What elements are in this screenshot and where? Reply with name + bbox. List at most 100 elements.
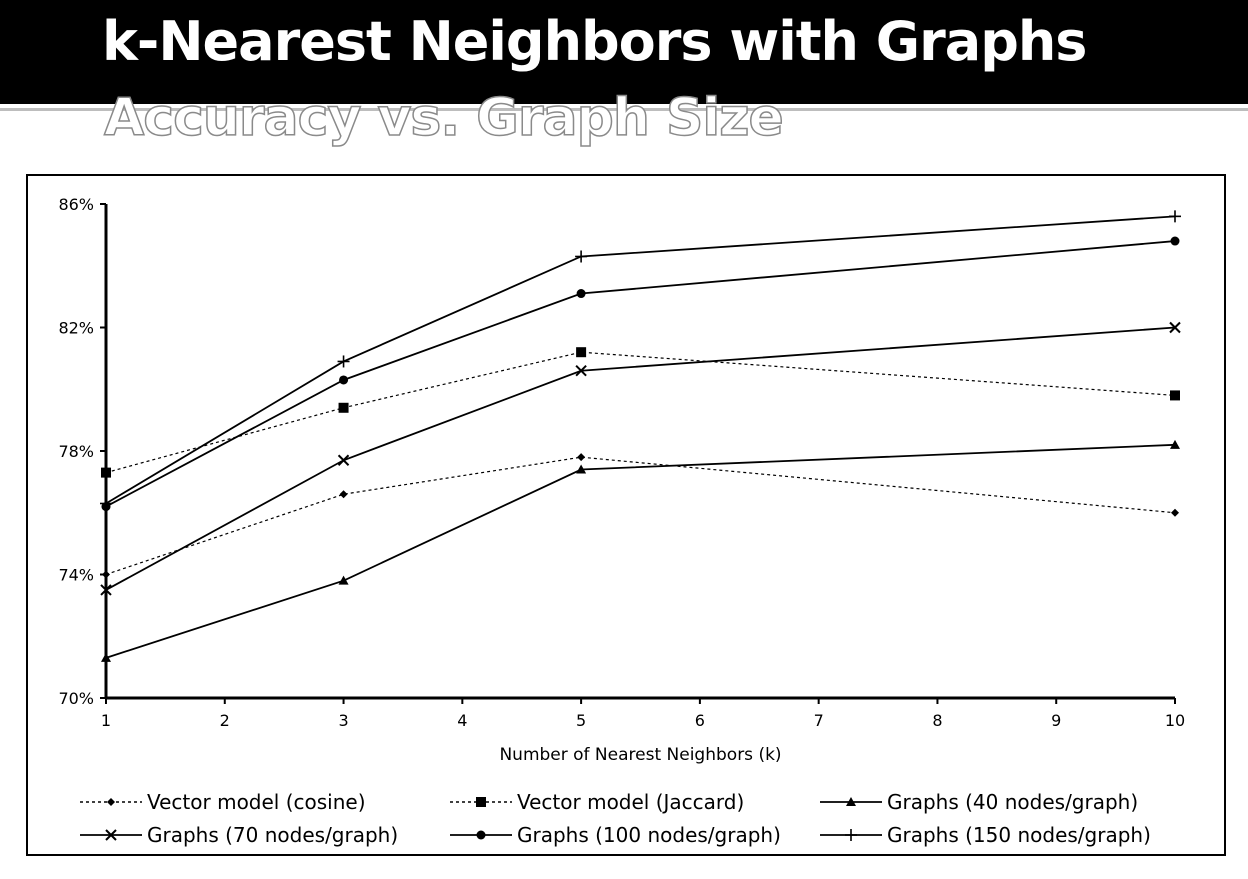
square-marker — [1170, 390, 1180, 401]
legend-item: Graphs (100 nodes/graph) — [450, 823, 781, 847]
data-point — [1169, 210, 1181, 223]
legend-item: Graphs (70 nodes/graph) — [80, 823, 398, 847]
triangle-marker — [846, 797, 856, 806]
x-tick-label: 10 — [1165, 711, 1185, 730]
legend-label: Graphs (40 nodes/graph) — [887, 790, 1138, 814]
x-tick-label: 9 — [1051, 711, 1061, 730]
diamond-marker — [577, 453, 586, 462]
legend-marker — [476, 830, 486, 840]
series-line — [105, 326, 1176, 591]
x-axis-title: Number of Nearest Neighbors (k) — [499, 745, 781, 765]
data-point — [100, 497, 112, 510]
triangle-marker — [1170, 439, 1180, 449]
x-tick-label: 7 — [814, 711, 824, 730]
circle-marker — [576, 289, 586, 299]
series-layer — [100, 210, 1181, 662]
legend-marker — [476, 797, 486, 807]
y-tick-label: 70% — [58, 689, 94, 708]
line-chart: 70% 74% 78% 82% 86% 1 2 3 4 5 6 7 8 9 10 Number of Nea… — [58, 195, 1185, 847]
x-marker-stroke — [575, 365, 587, 377]
legend: Vector model (cosine) Vector model (Jacca… — [80, 790, 1151, 847]
data-point — [575, 250, 588, 263]
legend-label: Vector model (Jaccard) — [517, 790, 744, 814]
axes: 70% 74% 78% 82% 86% 1 2 3 4 5 6 7 8 9 10 — [58, 195, 1185, 730]
series-line — [105, 443, 1176, 659]
series-graphs-100-nodes-graph — [101, 236, 1180, 512]
legend-label: Graphs (100 nodes/graph) — [517, 823, 781, 847]
series-vector-model-cosine — [102, 453, 1179, 579]
data-point — [1170, 439, 1180, 449]
title-divider — [0, 108, 1248, 111]
x-tick-label: 5 — [576, 711, 586, 730]
circle-marker — [1170, 236, 1180, 246]
circle-marker — [339, 375, 349, 385]
data-point — [102, 570, 110, 579]
circle-marker — [476, 830, 486, 840]
series-graphs-150-nodes-graph — [100, 210, 1181, 510]
series-line — [105, 351, 1176, 474]
data-point — [337, 454, 350, 466]
x-marker-stroke — [105, 829, 117, 841]
legend-marker — [846, 797, 856, 806]
legend-item: Vector model (cosine) — [80, 790, 366, 814]
series-graphs-70-nodes-graph — [100, 321, 1181, 596]
data-point — [101, 652, 111, 662]
data-point — [337, 355, 350, 368]
series-line — [105, 240, 1176, 508]
x-tick-label: 3 — [338, 711, 348, 730]
square-marker — [576, 347, 587, 358]
data-point — [100, 584, 112, 596]
series-line — [105, 215, 1176, 505]
data-point — [338, 575, 349, 585]
series-vector-model-jaccard — [101, 347, 1180, 478]
slide-title: k-Nearest Neighbors with Graphs — [102, 10, 1087, 73]
series-line — [105, 456, 1176, 576]
diamond-marker — [102, 570, 110, 579]
triangle-marker — [338, 575, 349, 585]
triangle-marker — [101, 652, 111, 662]
square-marker — [338, 402, 349, 413]
y-tick-label: 74% — [58, 566, 94, 585]
square-marker — [476, 797, 486, 807]
chart-frame: 70% 74% 78% 82% 86% 1 2 3 4 5 6 7 8 9 10 Number of Nea… — [26, 174, 1226, 856]
data-point — [339, 490, 348, 499]
series-graphs-40-nodes-graph — [101, 439, 1180, 662]
data-point — [576, 347, 587, 358]
legend-label: Vector model (cosine) — [147, 790, 366, 814]
x-tick-label: 1 — [101, 711, 111, 730]
data-point — [1170, 236, 1180, 246]
y-tick-label: 82% — [58, 319, 94, 338]
legend-item: Graphs (150 nodes/graph) — [820, 823, 1151, 847]
triangle-marker — [576, 464, 587, 474]
x-marker-stroke — [100, 584, 112, 596]
legend-marker — [845, 829, 857, 841]
legend-marker — [107, 798, 115, 806]
legend-label: Graphs (70 nodes/graph) — [147, 823, 398, 847]
data-point — [339, 375, 349, 385]
square-marker — [101, 467, 111, 478]
data-point — [575, 365, 587, 377]
x-tick-label: 4 — [457, 711, 467, 730]
title-bar — [0, 0, 1248, 104]
legend-marker — [105, 829, 117, 841]
data-point — [576, 289, 586, 299]
data-point — [576, 464, 587, 474]
data-point — [1171, 508, 1179, 517]
diamond-marker — [1171, 508, 1179, 517]
x-tick-label: 6 — [695, 711, 705, 730]
x-tick-label: 2 — [220, 711, 230, 730]
slide-subtitle: Accuracy vs. Graph Size — [103, 87, 784, 149]
data-point — [1170, 390, 1180, 401]
y-tick-label: 86% — [58, 195, 94, 214]
legend-item: Vector model (Jaccard) — [450, 790, 744, 814]
data-point — [577, 453, 586, 462]
legend-label: Graphs (150 nodes/graph) — [887, 823, 1151, 847]
y-tick-label: 78% — [58, 442, 94, 461]
data-point — [101, 467, 111, 478]
x-marker-stroke — [1169, 321, 1181, 334]
data-point — [1169, 321, 1181, 334]
x-tick-label: 8 — [932, 711, 942, 730]
data-point — [338, 402, 349, 413]
diamond-marker — [339, 490, 348, 499]
x-marker-stroke — [337, 454, 350, 466]
